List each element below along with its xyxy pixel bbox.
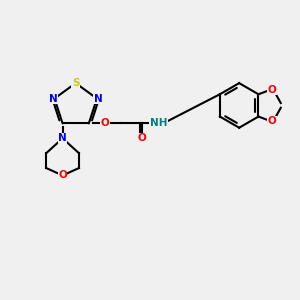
Text: S: S <box>72 78 80 88</box>
Text: N: N <box>94 94 103 103</box>
Text: N: N <box>58 133 67 143</box>
Text: N: N <box>49 94 57 103</box>
Text: NH: NH <box>150 118 167 128</box>
Text: O: O <box>268 116 276 126</box>
Text: O: O <box>138 133 147 143</box>
Text: O: O <box>101 118 110 128</box>
Text: O: O <box>268 85 276 95</box>
Text: O: O <box>58 170 67 181</box>
